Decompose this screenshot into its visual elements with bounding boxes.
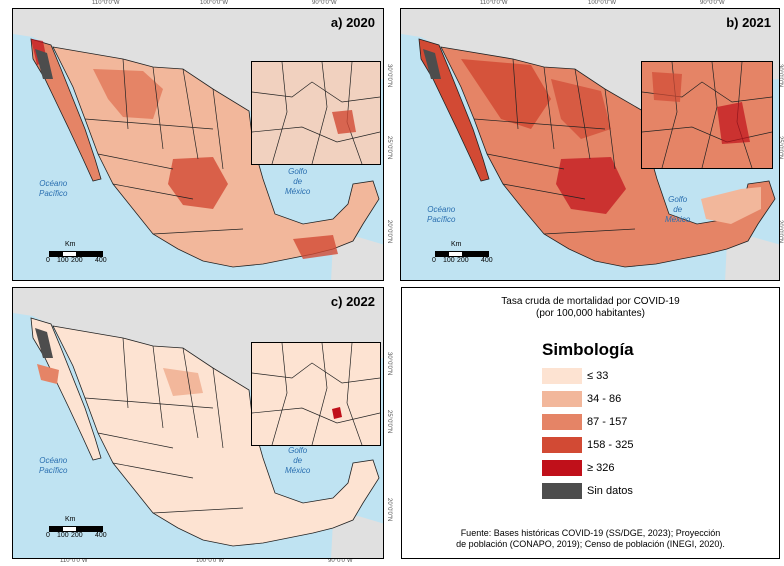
- scale-bar: Km 0 100 200 400: [429, 241, 509, 271]
- scale-num: 400: [95, 257, 107, 264]
- lon-tick: 100°0'0"W: [196, 558, 225, 564]
- scale-bar: Km 0 100 200 400: [43, 516, 123, 546]
- inset-borders: [252, 343, 380, 445]
- pacific-ocean-label: Océano Pacífico: [39, 456, 68, 475]
- legend-swatch: [542, 414, 582, 430]
- moderate-rate-region: [37, 364, 59, 384]
- lat-tick: 25°0'0"N: [386, 410, 392, 434]
- lon-tick: 100°0'0"W: [588, 0, 617, 6]
- lon-tick: 110°0'0"W: [480, 0, 508, 6]
- scale-title: Km: [65, 241, 76, 248]
- high-rate-region: [93, 69, 163, 119]
- legend-title-line1: Tasa cruda de mortalidad por COVID-19: [501, 296, 680, 307]
- lon-tick: 90°0'0"W: [700, 0, 725, 6]
- legend-label: 158 - 325: [587, 439, 634, 451]
- source-note: Fuente: Bases históricas COVID-19 (SS/DG…: [402, 528, 779, 550]
- scale-bar-graphic: [49, 251, 103, 257]
- map-panel-2021: Océano Pacífico Golfo de México Km 0 100…: [400, 8, 780, 281]
- scale-num: 0: [46, 257, 50, 264]
- legend-swatch: [542, 460, 582, 476]
- state-borders: [84, 337, 244, 514]
- symbology-heading: Simbología: [542, 340, 634, 359]
- scale-num: 400: [481, 257, 493, 264]
- scale-title: Km: [451, 241, 462, 248]
- inset-borders: [252, 62, 380, 164]
- panel-label: a) 2020: [330, 15, 375, 30]
- scale-bar: Km 0 100 200 400: [43, 241, 123, 271]
- high-rate-region: [461, 59, 551, 129]
- legend-swatch: [542, 483, 582, 499]
- legend-label: ≤ 33: [587, 370, 609, 382]
- lat-tick: 20°0'0"N: [386, 498, 392, 522]
- pacific-ocean-label: Océano Pacífico: [39, 179, 68, 198]
- gulf-of-mexico-label: Golfo de México: [285, 167, 311, 196]
- scale-bar-graphic: [435, 251, 489, 257]
- moderate-rate-region: [163, 368, 203, 396]
- inset-svg: [252, 343, 380, 445]
- inset-svg: [642, 62, 772, 168]
- legend-label: ≥ 326: [587, 462, 615, 474]
- scale-bar-graphic: [49, 526, 103, 532]
- guatemala-landmass: [331, 237, 383, 280]
- mainland-mexico: [52, 325, 380, 547]
- scale-num: 0: [46, 532, 50, 539]
- no-data-region: [35, 328, 53, 358]
- map-panel-2020: Océano Pacífico Golfo de México Km 0 100…: [12, 8, 384, 281]
- legend-swatch: [542, 391, 582, 407]
- low-rate-region: [701, 187, 761, 224]
- scale-num: 200: [71, 532, 83, 539]
- lon-tick: 110°0'0"W: [92, 0, 120, 6]
- legend-swatch: [542, 437, 582, 453]
- inset-svg: [252, 62, 380, 164]
- scale-num: 100: [57, 257, 69, 264]
- high-rate-region: [556, 157, 626, 214]
- legend-title: Tasa cruda de mortalidad por COVID-19 (p…: [402, 296, 779, 320]
- scale-title: Km: [65, 516, 76, 523]
- legend-label: 34 - 86: [587, 393, 622, 405]
- lon-tick: 90°0'0"W: [328, 558, 353, 564]
- inset-map-central: [641, 61, 773, 169]
- pacific-ocean-label: Océano Pacífico: [427, 205, 456, 224]
- inset-map-central: [251, 61, 381, 165]
- scale-num: 200: [71, 257, 83, 264]
- guatemala-landmass: [725, 237, 779, 280]
- source-line2: de población (CONAPO, 2019); Censo de po…: [456, 539, 725, 549]
- lon-tick: 90°0'0"W: [312, 0, 337, 6]
- high-rate-region: [168, 157, 228, 209]
- state-borders: [84, 58, 244, 235]
- high-rate-region: [652, 72, 682, 102]
- lon-tick: 100°0'0"W: [200, 0, 229, 6]
- high-rate-region: [717, 102, 750, 144]
- lat-tick: 30°0'0"N: [386, 352, 392, 376]
- lon-tick: 110°0'0"W: [60, 558, 88, 564]
- legend-label: Sin datos: [587, 485, 633, 497]
- guatemala-landmass: [331, 516, 383, 558]
- map-panel-2022: Océano Pacífico Golfo de México Km 0 100…: [12, 287, 384, 559]
- scale-num: 0: [432, 257, 436, 264]
- state-borders: [473, 58, 636, 235]
- gulf-of-mexico-label: Golfo de México: [665, 195, 691, 224]
- no-data-region: [423, 49, 441, 79]
- gulf-of-mexico-label: Golfo de México: [285, 446, 311, 475]
- inset-map-central: [251, 342, 381, 446]
- lat-tick: 25°0'0"N: [386, 136, 392, 160]
- panel-label: c) 2022: [330, 294, 375, 309]
- high-rate-region: [293, 235, 338, 259]
- legend-box: Tasa cruda de mortalidad por COVID-19 (p…: [401, 287, 780, 559]
- legend-label: 87 - 157: [587, 416, 628, 428]
- scale-num: 400: [95, 532, 107, 539]
- legend-title-line2: (por 100,000 habitantes): [536, 308, 645, 319]
- scale-num: 200: [457, 257, 469, 264]
- no-data-region: [35, 49, 53, 79]
- source-line1: Fuente: Bases históricas COVID-19 (SS/DG…: [460, 528, 721, 538]
- panel-label: b) 2021: [726, 15, 771, 30]
- high-rate-region: [332, 407, 342, 419]
- high-rate-region: [332, 110, 356, 134]
- lat-tick: 30°0'0"N: [386, 64, 392, 88]
- high-rate-region: [551, 79, 611, 139]
- scale-num: 100: [443, 257, 455, 264]
- legend-swatch: [542, 368, 582, 384]
- scale-num: 100: [57, 532, 69, 539]
- lat-tick: 20°0'0"N: [386, 220, 392, 244]
